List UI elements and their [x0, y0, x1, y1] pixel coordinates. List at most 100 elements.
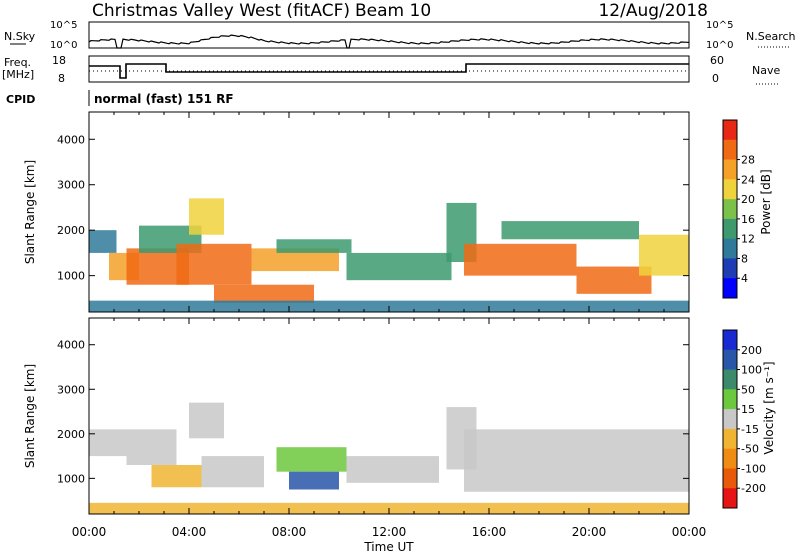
time-tick-labels: 00:00 04:00 08:00 12:00 16:00 20:00 00:00 [72, 525, 707, 539]
colorbar-swatch-8 [723, 278, 737, 299]
time-axis-label: Time UT [363, 540, 414, 554]
data-region-1 [126, 429, 177, 465]
velocity-axes: 1000 2000 3000 4000 [57, 318, 690, 514]
data-region-2 [151, 465, 202, 488]
y-tick-label-0: 1000 [57, 472, 85, 485]
data-region-9 [346, 252, 452, 281]
colorbar-swatch-1 [723, 139, 737, 161]
data-region-0 [89, 429, 127, 457]
nsky-tick-top: 10^5 [50, 20, 77, 31]
colorbar-swatch-1 [723, 349, 737, 371]
nsearch-label: N.Search [746, 30, 796, 43]
data-region-5 [276, 447, 347, 472]
colorbar-tick-label-2: 12 [741, 233, 755, 246]
data-region-12 [501, 221, 639, 240]
colorbar-swatch-4 [723, 409, 737, 430]
nsky-panel-frame [88, 21, 690, 49]
data-region-4 [189, 198, 224, 235]
data-region-14 [639, 234, 689, 276]
y-tick-label-0: 1000 [57, 270, 85, 283]
freq-tick-top: 18 [52, 54, 66, 67]
colorbar-swatch-2 [723, 369, 737, 390]
colorbar-tick-label-3: 16 [741, 213, 755, 226]
power-heatmap [89, 198, 689, 312]
y-tick-label-2: 3000 [57, 179, 85, 192]
time-tick-label-1: 04:00 [172, 525, 207, 539]
time-tick-label-6: 00:00 [672, 525, 707, 539]
velocity-colorbar-label: Velocity [m s⁻¹] [762, 361, 776, 454]
colorbar-frame [722, 119, 738, 299]
freq-label: Freq. [4, 56, 31, 69]
data-region-7 [346, 456, 439, 483]
power-colorbar-label: Power [dB] [759, 169, 773, 234]
velocity-ylabel: Slant Range [km] [23, 364, 37, 468]
data-region-3 [189, 402, 224, 439]
data-region-5 [176, 243, 252, 285]
cpid-value: normal (fast) 151 RF [94, 92, 234, 106]
station-title: Christmas Valley West (fitACF) [92, 1, 350, 21]
nsky-label: N.Sky [4, 30, 36, 43]
colorbar-tick-label-5: -50 [741, 443, 759, 456]
colorbar-swatch-2 [723, 159, 737, 180]
time-tick-label-5: 20:00 [572, 525, 607, 539]
colorbar-tick-label-1: 8 [741, 252, 748, 265]
nsky-series-line [88, 34, 690, 49]
velocity-colorbar: 200 100 50 15 -15 -50 -100 -200 [722, 329, 766, 509]
colorbar-tick-label-3: 15 [741, 403, 755, 416]
data-region-9 [464, 429, 689, 492]
colorbar-tick-label-4: 20 [741, 193, 755, 206]
colorbar-tick-label-1: 100 [741, 364, 762, 377]
nsearch-tick-top: 10^5 [706, 20, 733, 31]
colorbar-tick-label-0: 4 [741, 272, 748, 285]
y-tick-label-1: 2000 [57, 224, 85, 237]
freq-unit-label: [MHz] [2, 68, 34, 81]
time-tick-label-3: 12:00 [372, 525, 407, 539]
y-tick-label-3: 4000 [57, 339, 85, 352]
colorbar-swatch-0 [723, 120, 737, 141]
nave-tick-bottom: 0 [712, 72, 719, 85]
freq-series-line [89, 63, 689, 79]
freq-tick-bottom: 8 [58, 72, 65, 85]
data-region-0 [89, 230, 117, 253]
colorbar-swatch-6 [723, 238, 737, 259]
data-region-8 [276, 239, 352, 253]
data-region-11 [464, 243, 577, 276]
nsearch-tick-bottom: 10^0 [706, 40, 733, 51]
colorbar-tick-label-6: 28 [741, 154, 755, 167]
colorbar-tick-label-5: 24 [741, 173, 755, 186]
colorbar-tick-label-2: 50 [741, 383, 755, 396]
colorbar-swatch-5 [723, 428, 737, 450]
colorbar-tick-label-4: -15 [741, 423, 759, 436]
colorbar-swatch-3 [723, 179, 737, 200]
freq-panel-frame [88, 55, 690, 83]
time-tick-label-0: 00:00 [72, 525, 107, 539]
colorbar-swatch-7 [723, 258, 737, 279]
power-axes: 1000 2000 3000 4000 [57, 112, 690, 312]
nsky-tick-bottom: 10^0 [50, 40, 77, 51]
colorbar-swatch-0 [723, 330, 737, 351]
date-label: 12/Aug/2018 [598, 1, 708, 21]
y-tick-label-2: 3000 [57, 383, 85, 396]
power-ylabel: Slant Range [km] [23, 160, 37, 264]
colorbar-tick-label-0: 200 [741, 344, 762, 357]
data-region-6 [289, 471, 339, 490]
colorbar-swatch-4 [723, 199, 737, 220]
nave-tick-top: 60 [710, 54, 724, 67]
power-colorbar: 4 8 12 16 20 24 28 [722, 119, 755, 299]
colorbar-swatch-5 [723, 218, 737, 240]
time-tick-label-4: 16:00 [472, 525, 507, 539]
colorbar-frame [722, 329, 738, 509]
colorbar-tick-label-7: -200 [741, 482, 766, 495]
y-tick-label-3: 4000 [57, 133, 85, 146]
y-tick-label-1: 2000 [57, 428, 85, 441]
colorbar-swatch-8 [723, 488, 737, 509]
colorbar-swatch-3 [723, 389, 737, 410]
nave-label: Nave [752, 64, 780, 77]
cpid-label: CPID [6, 93, 35, 106]
colorbar-tick-label-6: -100 [741, 462, 766, 475]
velocity-heatmap [89, 402, 689, 514]
time-tick-label-2: 08:00 [272, 525, 307, 539]
colorbar-swatch-6 [723, 448, 737, 469]
colorbar-swatch-7 [723, 468, 737, 489]
